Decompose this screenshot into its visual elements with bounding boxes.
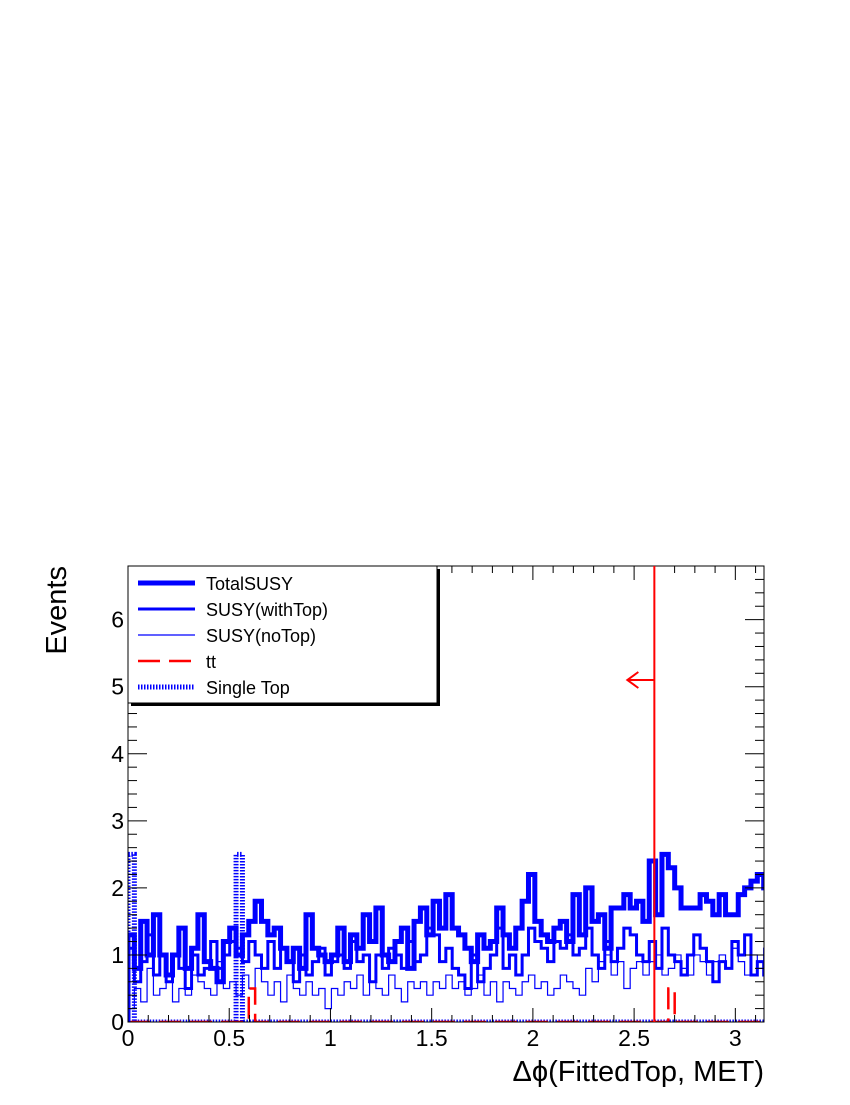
- y-tick-label: 1: [111, 942, 124, 968]
- legend: TotalSUSY SUSY(withTop) SUSY(noTop) tt Singl…: [127, 565, 440, 706]
- legend-label: tt: [206, 652, 216, 672]
- y-tick-label: 3: [111, 808, 124, 834]
- y-axis-title: Events: [41, 566, 73, 655]
- x-tick-label: 0.5: [213, 1025, 245, 1051]
- y-tick-label: 4: [111, 741, 124, 767]
- series-layer: [128, 851, 764, 1022]
- y-tick-label: 6: [111, 607, 124, 633]
- x-tick-label: 1: [324, 1025, 337, 1051]
- cut-arrow-head: [625, 671, 639, 689]
- cut-layer: [625, 566, 656, 1022]
- x-tick-label: 1.5: [416, 1025, 448, 1051]
- legend-label: Single Top: [206, 678, 290, 698]
- legend-label: TotalSUSY: [206, 574, 293, 594]
- x-tick-label: 3: [729, 1025, 742, 1051]
- legend-label: SUSY(noTop): [206, 626, 316, 646]
- y-tick-label: 5: [111, 674, 124, 700]
- x-tick-label: 2.5: [618, 1025, 650, 1051]
- axis-layer: 0 0.5 1 1.5 2 2.5 3 0 1 2 3 4 5 6: [111, 566, 764, 1051]
- series-totalsusy: [128, 851, 764, 1022]
- x-tick-label: 2: [526, 1025, 539, 1051]
- legend-label: SUSY(withTop): [206, 600, 328, 620]
- y-tick-label: 0: [111, 1009, 124, 1035]
- x-axis-title: Δϕ(FittedTop, MET): [512, 1056, 764, 1088]
- y-tick-label: 2: [111, 875, 124, 901]
- x-tick-label: 0: [122, 1025, 135, 1051]
